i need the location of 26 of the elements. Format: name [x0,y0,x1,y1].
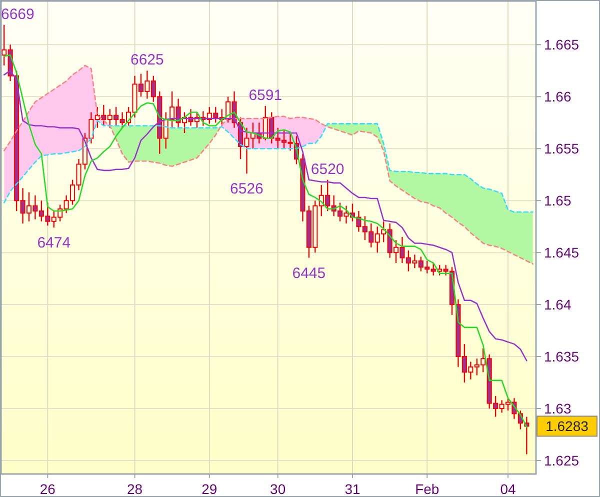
x-tick-label: 30 [270,481,286,497]
y-tick-label: 1.665 [544,36,580,53]
x-tick-label: 26 [40,481,56,497]
y-tick-label: 1.635 [544,348,580,365]
annotation: 6625 [130,52,164,69]
annotation: 6445 [292,264,326,282]
annotation: 6474 [37,234,71,252]
annotation: 6520 [310,160,344,178]
text: 1.6283 [546,418,589,434]
annotation: 6669 [1,6,34,23]
annotation: 6591 [248,86,282,104]
x-tick-label: Feb [415,481,440,497]
annotation: 6526 [230,180,264,198]
x-tick-label: 04 [500,481,516,497]
y-tick-label: 1.64 [544,296,572,313]
y-tick-label: 1.655 [544,140,580,157]
line-series [3,64,534,265]
y-tick-label: 1.645 [544,244,580,261]
x-tick-label: 28 [126,481,143,497]
x-tick-label: 31 [344,481,360,497]
line-series [3,70,528,362]
y-tick-label: 1.63 [544,400,572,417]
y-tick-label: 1.66 [544,88,572,105]
y-tick-label: 1.65 [544,192,572,209]
y-tick-label: 1.625 [544,452,580,468]
x-tick-label: 29 [202,481,218,497]
